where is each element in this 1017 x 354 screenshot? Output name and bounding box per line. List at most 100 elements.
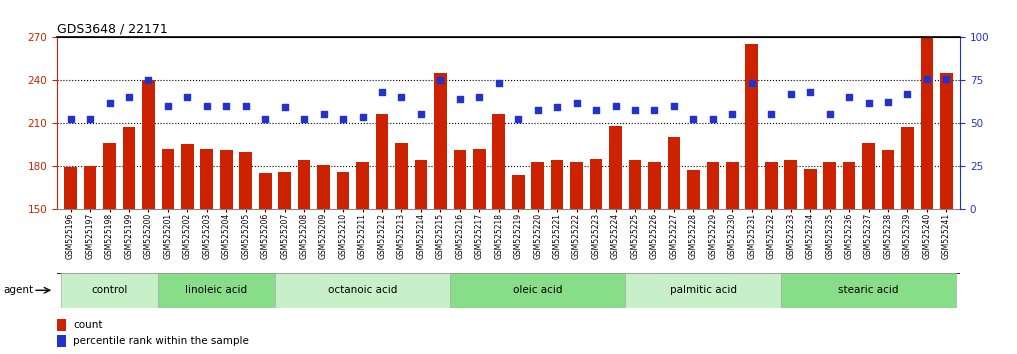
Bar [803,169,817,354]
Point [899,92,915,97]
Point [511,116,527,121]
Bar [375,114,388,354]
Point [62,116,78,121]
Bar [667,137,680,354]
Bar [57,319,66,331]
Point [160,103,176,109]
Bar [317,165,330,354]
Text: stearic acid: stearic acid [838,285,899,295]
Point [918,76,935,81]
Bar [298,160,310,354]
Point [822,112,838,117]
Bar [784,160,797,354]
Bar [609,126,621,354]
Bar [396,143,408,354]
Bar [590,159,602,354]
Point [860,100,877,106]
Point [315,112,332,117]
Point [296,116,312,121]
Point [549,104,565,110]
Bar [940,73,953,354]
Bar [765,162,778,354]
Bar [415,160,427,354]
Bar [745,44,758,354]
Text: oleic acid: oleic acid [513,285,562,295]
Point [452,96,468,102]
Point [198,103,215,109]
Point [880,99,896,104]
Bar [625,273,781,308]
Point [939,76,955,81]
Point [121,95,137,100]
Text: palmitic acid: palmitic acid [669,285,736,295]
Text: linoleic acid: linoleic acid [185,285,247,295]
Point [569,100,585,106]
Point [626,107,643,113]
Bar [142,80,155,354]
Bar [162,149,174,354]
Bar [259,173,272,354]
Point [82,116,99,121]
Point [705,116,721,121]
Point [471,95,487,100]
Bar [726,162,738,354]
Point [374,89,391,95]
Bar [181,144,193,354]
Bar [337,172,350,354]
Bar [159,273,275,308]
Point [394,95,410,100]
Bar [512,175,525,354]
Text: agent: agent [3,285,34,295]
Bar [279,172,291,354]
Bar [200,149,214,354]
Bar [629,160,642,354]
Bar [551,160,563,354]
Point [219,103,235,109]
Bar [61,273,159,308]
Bar [492,114,505,354]
Point [841,95,857,100]
Point [102,100,118,106]
Bar [451,273,625,308]
Bar [862,143,875,354]
Bar [83,166,97,354]
Point [335,116,351,121]
Point [588,107,604,113]
Bar [648,162,661,354]
Bar [454,150,466,354]
Point [490,80,506,86]
Text: percentile rank within the sample: percentile rank within the sample [73,336,249,346]
Bar [434,73,446,354]
Point [413,112,429,117]
Point [607,103,623,109]
Bar [531,162,544,354]
Bar [824,162,836,354]
Point [763,112,779,117]
Text: GDS3648 / 22171: GDS3648 / 22171 [57,22,168,35]
Text: octanoic acid: octanoic acid [327,285,398,295]
Point [802,89,819,95]
Point [354,114,370,120]
Bar [687,170,700,354]
Bar [843,162,855,354]
Bar [220,150,233,354]
Point [530,107,546,113]
Bar [901,127,914,354]
Point [140,77,157,83]
Point [257,116,274,121]
Bar [239,152,252,354]
Point [724,112,740,117]
Point [647,107,663,113]
Bar [707,162,719,354]
Point [432,77,448,83]
Text: control: control [92,285,128,295]
Bar [356,162,369,354]
Point [743,80,760,86]
Bar [473,149,486,354]
Bar [123,127,135,354]
Text: count: count [73,320,103,330]
Point [685,116,702,121]
Bar [57,335,66,347]
Point [783,92,799,97]
Bar [64,167,77,354]
